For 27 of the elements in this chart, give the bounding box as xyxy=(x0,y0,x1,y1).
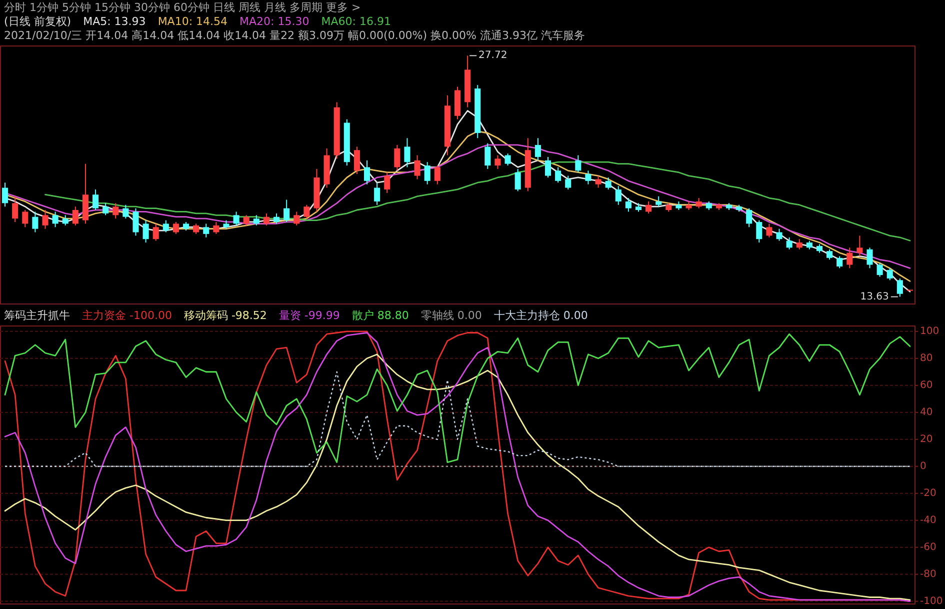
tick-label: 100 xyxy=(920,326,940,337)
legend-item: 散户 88.80 xyxy=(352,309,409,322)
legend-item: 主力资金 -100.00 xyxy=(82,309,172,322)
legend-item: MA60: 16.91 xyxy=(321,15,391,28)
tick-label: -80 xyxy=(920,568,936,580)
tick-label: 0 xyxy=(920,460,926,472)
legend-item: 零轴线 0.00 xyxy=(420,309,482,322)
legend-item: 十大主力持仓 0.00 xyxy=(494,309,588,322)
tick-label: 20 xyxy=(920,434,933,445)
tick-label: -100 xyxy=(920,596,943,607)
legend-item: MA20: 15.30 xyxy=(240,15,310,28)
legend-item: 移动筹码 -98.52 xyxy=(184,309,267,322)
annotation: 27.72 xyxy=(478,50,508,62)
tick-label: 40 xyxy=(920,406,933,418)
title: (日线 前复权) xyxy=(4,15,72,28)
tick-label: 60 xyxy=(920,380,933,391)
legend-item: MA10: 14.54 xyxy=(158,15,228,28)
annotation: 分时 1分钟 5分钟 15分钟 30分钟 60分钟 日线 周线 月线 多周期 更多 > xyxy=(4,1,361,14)
tick-label: -40 xyxy=(920,514,936,526)
legend-item: 量资 -99.99 xyxy=(278,309,340,322)
subtitle: 2021/02/10/三 开14.04 高14.04 低14.04 收14.04 量22 额3.09万 幅0.00(0.00%) 换0.00% 流通3.93亿 汽车服务 xyxy=(4,29,585,42)
annotation: 13.63 xyxy=(860,291,889,302)
tick-label: -60 xyxy=(920,542,936,553)
tick-label: 80 xyxy=(920,352,933,364)
tick-label: -20 xyxy=(920,488,936,499)
title: 筹码主升抓牛 xyxy=(4,309,70,322)
legend-item: MA5: 13.93 xyxy=(83,15,146,28)
